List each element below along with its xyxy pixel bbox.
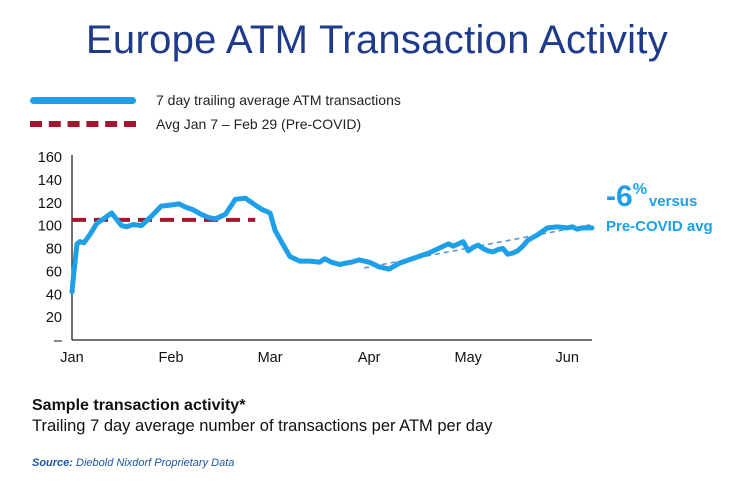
legend-label-actual: 7 day trailing average ATM transactions — [156, 92, 401, 108]
y-tick-label: 60 — [46, 264, 62, 280]
source-label: Source: — [32, 457, 73, 469]
x-tick-label: Apr — [358, 350, 381, 366]
y-tick-label: 100 — [38, 219, 62, 235]
legend-swatch-dashed — [30, 121, 136, 127]
annotation-value: -6 — [606, 180, 633, 213]
legend-label-precovid: Avg Jan 7 – Feb 29 (Pre-COVID) — [156, 116, 362, 132]
x-tick-label: Feb — [159, 350, 184, 366]
legend-item-actual: 7 day trailing average ATM transactions — [30, 90, 401, 110]
x-tick-label: Mar — [258, 350, 283, 366]
sample-title: Sample transaction activity* — [32, 397, 246, 414]
legend-item-precovid: Avg Jan 7 – Feb 29 (Pre-COVID) — [30, 114, 361, 134]
series-line-layer — [69, 195, 595, 295]
y-tick-label: – — [54, 333, 63, 349]
source-line: Source: Diebold Nixdorf Proprietary Data — [32, 457, 234, 469]
y-tick-label: 140 — [38, 173, 62, 189]
legend-swatch-solid — [30, 96, 136, 104]
x-tick-label: Jun — [556, 350, 579, 366]
annotation-versus: versus — [648, 193, 698, 210]
annotation-percent: % — [632, 181, 647, 198]
tick-labels: – 20 40 60 80 100 120 140 160 Jan Feb Mar Apr May Jun — [38, 150, 579, 366]
annotation-precovid-label: Pre-COVID avg — [606, 218, 713, 235]
change-annotation: -6%versus — [606, 180, 697, 214]
x-tick-label: Jan — [60, 350, 83, 366]
y-tick-label: 120 — [38, 196, 62, 212]
sample-description: Trailing 7 day average number of transac… — [32, 417, 493, 435]
axes — [71, 155, 592, 341]
source-text: Diebold Nixdorf Proprietary Data — [76, 457, 235, 469]
y-tick-label: 20 — [46, 310, 62, 326]
chart-title: Europe ATM Transaction Activity — [85, 18, 669, 62]
y-tick-label: 80 — [46, 242, 62, 258]
x-tick-label: May — [454, 350, 482, 366]
y-tick-label: 40 — [46, 287, 62, 303]
y-tick-label: 160 — [38, 150, 62, 166]
atm-transactions-line — [69, 195, 595, 295]
